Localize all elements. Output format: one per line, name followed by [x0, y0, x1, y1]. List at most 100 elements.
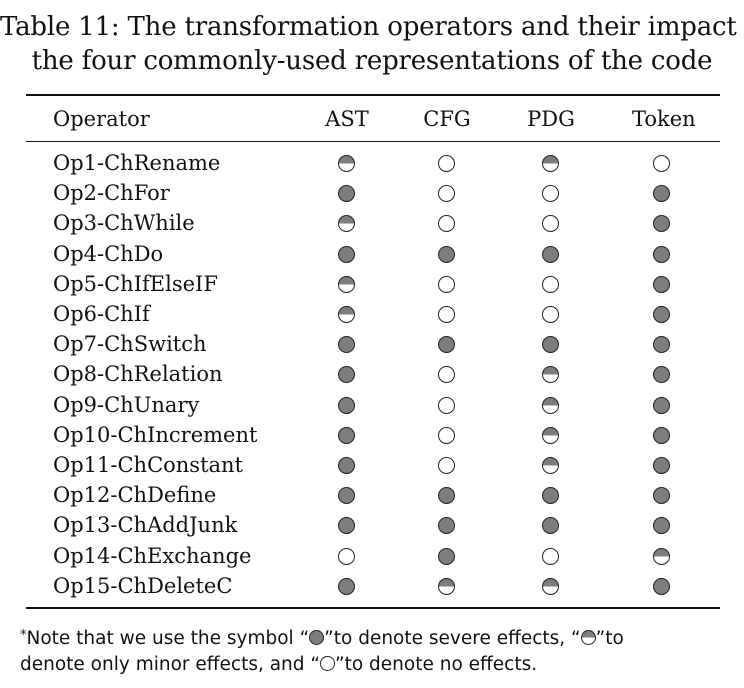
footnote-text-4: denote only minor effects, and “ — [20, 654, 320, 675]
cfg-no-effect-icon — [438, 155, 455, 172]
cfg-severe-effect-icon — [438, 245, 455, 263]
cfg-no-effect-icon — [438, 185, 455, 203]
cfg-no-effect-icon — [438, 275, 455, 293]
footnote-text-2: ”to denote severe effects, “ — [324, 628, 581, 649]
top-rule — [26, 94, 720, 96]
table-row: Op4-ChDo — [26, 239, 720, 269]
operator-name: Op5-ChIfElseIF — [53, 271, 218, 296]
cfg-severe-effect-icon — [438, 487, 455, 505]
footnote-text-5: ”to denote no effects. — [335, 654, 538, 675]
severe-effect-icon — [309, 630, 325, 645]
cfg-no-effect-icon — [438, 457, 455, 474]
minor-effect-icon — [580, 630, 596, 645]
table-row: Op2-ChFor — [26, 178, 720, 208]
table-row: Op3-ChWhile — [26, 208, 720, 238]
operator-name: Op14-ChExchange — [53, 543, 252, 568]
table-row: Op15-ChDeleteC — [26, 571, 720, 601]
ast-severe-effect-icon — [338, 487, 355, 505]
token-severe-effect-icon — [653, 366, 670, 384]
cfg-no-effect-icon — [438, 396, 455, 414]
table-row: Op7-ChSwitch — [26, 329, 720, 359]
pdg-no-effect-icon — [542, 185, 559, 203]
table-row: Op13-ChAddJunk — [26, 510, 720, 540]
ast-minor-effect-icon — [338, 306, 355, 323]
pdg-severe-effect-icon — [542, 245, 559, 263]
operator-name: Op12-ChDefine — [53, 483, 217, 508]
token-severe-effect-icon — [653, 426, 670, 444]
table-caption: Table 11: The transformation operators a… — [0, 10, 744, 78]
footnote-text-3: ”to — [595, 628, 624, 649]
operator-name: Op7-ChSwitch — [53, 332, 207, 357]
ast-severe-effect-icon — [338, 245, 355, 263]
caption-line-2: the four commonly-used representations o… — [31, 46, 713, 76]
operator-name: Op4-ChDo — [53, 241, 164, 266]
token-no-effect-icon — [653, 155, 670, 172]
table-row: Op5-ChIfElseIF — [26, 269, 720, 299]
token-severe-effect-icon — [653, 577, 670, 595]
footnote-line-2: denote only minor effects, and “ ”to deno… — [20, 652, 730, 678]
table-header-row: Operator AST CFG PDG Token — [26, 104, 720, 134]
cfg-no-effect-icon — [438, 426, 455, 444]
header-pdg: PDG — [527, 107, 575, 131]
header-rule — [26, 141, 720, 142]
ast-minor-effect-icon — [338, 275, 355, 293]
cfg-severe-effect-icon — [438, 517, 455, 535]
bottom-rule — [26, 607, 720, 609]
table-row: Op14-ChExchange — [26, 541, 720, 571]
pdg-minor-effect-icon — [542, 396, 559, 414]
pdg-minor-effect-icon — [542, 457, 559, 474]
no-effect-icon — [320, 656, 335, 671]
cfg-no-effect-icon — [438, 366, 455, 384]
operator-name: Op11-ChConstant — [53, 453, 244, 477]
ast-severe-effect-icon — [338, 396, 355, 414]
header-token: Token — [632, 107, 696, 131]
table-row: Op1-ChRename — [26, 148, 720, 178]
token-severe-effect-icon — [653, 245, 670, 263]
pdg-severe-effect-icon — [542, 517, 559, 535]
operator-name: Op2-ChFor — [53, 181, 170, 206]
header-operator: Operator — [53, 107, 150, 131]
operator-name: Op9-ChUnary — [53, 392, 200, 417]
footnote-star: * — [20, 628, 27, 643]
caption-line-1: Table 11: The transformation operators a… — [0, 12, 744, 42]
table-row: Op6-ChIf — [26, 299, 720, 329]
table-row: Op8-ChRelation — [26, 359, 720, 389]
token-minor-effect-icon — [653, 547, 670, 565]
token-severe-effect-icon — [653, 306, 670, 323]
operator-name: Op8-ChRelation — [53, 362, 223, 387]
token-severe-effect-icon — [653, 517, 670, 535]
ast-severe-effect-icon — [338, 577, 355, 595]
operator-name: Op15-ChDeleteC — [53, 573, 233, 598]
ast-severe-effect-icon — [338, 185, 355, 203]
header-cfg: CFG — [423, 107, 471, 131]
footnote-line-1: *Note that we use the symbol “ ”to denote… — [20, 623, 730, 652]
cfg-minor-effect-icon — [438, 577, 455, 595]
pdg-no-effect-icon — [542, 215, 559, 233]
token-severe-effect-icon — [653, 185, 670, 203]
pdg-no-effect-icon — [542, 275, 559, 293]
cfg-no-effect-icon — [438, 215, 455, 233]
operator-name: Op13-ChAddJunk — [53, 513, 238, 538]
ast-severe-effect-icon — [338, 426, 355, 444]
ast-minor-effect-icon — [338, 215, 355, 233]
token-severe-effect-icon — [653, 336, 670, 354]
cfg-severe-effect-icon — [438, 336, 455, 354]
token-severe-effect-icon — [653, 396, 670, 414]
table-row: Op10-ChIncrement — [26, 420, 720, 450]
pdg-no-effect-icon — [542, 547, 559, 565]
header-ast: AST — [325, 107, 369, 131]
token-severe-effect-icon — [653, 457, 670, 474]
cfg-no-effect-icon — [438, 306, 455, 323]
ast-no-effect-icon — [338, 547, 355, 565]
ast-severe-effect-icon — [338, 336, 355, 354]
ast-minor-effect-icon — [338, 155, 355, 172]
operator-name: Op3-ChWhile — [53, 211, 195, 236]
token-severe-effect-icon — [653, 275, 670, 293]
pdg-severe-effect-icon — [542, 487, 559, 505]
ast-severe-effect-icon — [338, 517, 355, 535]
ast-severe-effect-icon — [338, 457, 355, 474]
table-footnote: *Note that we use the symbol “ ”to denote… — [20, 623, 730, 678]
operator-name: Op10-ChIncrement — [53, 422, 258, 447]
pdg-no-effect-icon — [542, 306, 559, 323]
pdg-minor-effect-icon — [542, 426, 559, 444]
